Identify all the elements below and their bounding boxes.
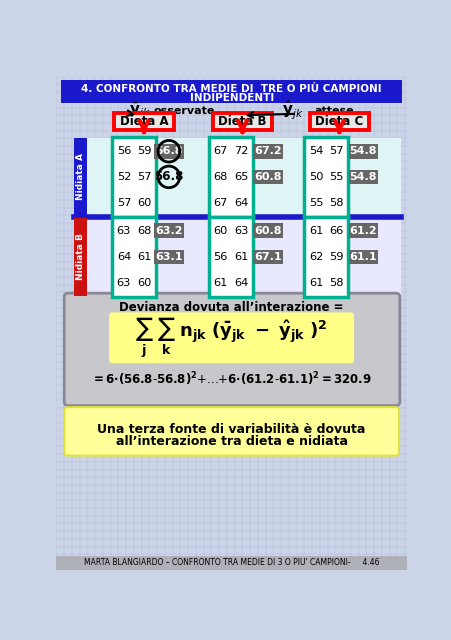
Text: 67: 67 <box>213 198 227 207</box>
FancyBboxPatch shape <box>253 250 282 264</box>
FancyBboxPatch shape <box>348 170 377 184</box>
FancyBboxPatch shape <box>253 223 282 238</box>
FancyBboxPatch shape <box>56 556 406 570</box>
Text: 64: 64 <box>116 252 131 262</box>
Text: Devianza dovuta all’interazione =: Devianza dovuta all’interazione = <box>119 301 343 314</box>
FancyBboxPatch shape <box>64 407 398 456</box>
Text: 59: 59 <box>328 252 343 262</box>
Text: $\mathbf{= 6{\cdot}(56.8\text{-}56.8)^2\text{+...+}6{\cdot}(61.2\text{-}61.1)^2 : $\mathbf{= 6{\cdot}(56.8\text{-}56.8)^2\… <box>91 371 371 388</box>
FancyBboxPatch shape <box>87 138 400 216</box>
Text: 63.2: 63.2 <box>155 226 182 236</box>
FancyBboxPatch shape <box>253 170 282 184</box>
Text: 63: 63 <box>116 278 131 288</box>
Text: 61.1: 61.1 <box>349 252 377 262</box>
Text: $\hat{\mathbf{y}}_{jk}$: $\hat{\mathbf{y}}_{jk}$ <box>281 99 303 122</box>
FancyBboxPatch shape <box>348 250 377 264</box>
Text: Dieta B: Dieta B <box>218 115 266 128</box>
FancyBboxPatch shape <box>304 216 348 298</box>
Text: 63: 63 <box>233 226 248 236</box>
Text: 65: 65 <box>233 172 248 182</box>
Text: 56: 56 <box>213 252 227 262</box>
Text: 67.2: 67.2 <box>254 146 281 156</box>
Text: 62: 62 <box>308 252 322 262</box>
Text: 56.8: 56.8 <box>154 170 183 184</box>
FancyBboxPatch shape <box>348 144 377 159</box>
FancyBboxPatch shape <box>64 293 399 406</box>
Text: 61: 61 <box>308 226 322 236</box>
Text: 61: 61 <box>308 278 322 288</box>
FancyBboxPatch shape <box>74 138 87 216</box>
FancyBboxPatch shape <box>87 218 400 296</box>
Text: $\mathbf{\sum_j\ \sum_k\ n_{jk}\ (\bar{y}_{jk}\ -\ \hat{y}_{jk}\ )^2}$: $\mathbf{\sum_j\ \sum_k\ n_{jk}\ (\bar{y… <box>135 316 327 360</box>
Text: 72: 72 <box>233 146 248 156</box>
FancyBboxPatch shape <box>112 137 156 216</box>
Text: INDIPENDENTI: INDIPENDENTI <box>189 93 273 103</box>
FancyBboxPatch shape <box>154 144 183 159</box>
Text: 50: 50 <box>308 172 322 182</box>
Text: 61: 61 <box>233 252 248 262</box>
Text: 54.8: 54.8 <box>349 172 376 182</box>
Text: Nidiata B: Nidiata B <box>76 234 85 280</box>
Text: 63.1: 63.1 <box>155 252 182 262</box>
Text: 54.8: 54.8 <box>349 146 376 156</box>
FancyBboxPatch shape <box>253 144 282 159</box>
Text: 4. CONFRONTO TRA MEDIE DI  TRE O PIÙ CAMPIONI: 4. CONFRONTO TRA MEDIE DI TRE O PIÙ CAMP… <box>81 84 381 94</box>
FancyBboxPatch shape <box>208 216 253 298</box>
Text: 61: 61 <box>213 278 227 288</box>
Text: 59: 59 <box>137 146 151 156</box>
Text: Una terza fonte di variabilità è dovuta: Una terza fonte di variabilità è dovuta <box>97 423 365 436</box>
Text: 67: 67 <box>213 146 227 156</box>
Text: 60.8: 60.8 <box>254 226 281 236</box>
Text: 56.8: 56.8 <box>155 146 182 156</box>
Text: 60: 60 <box>137 198 151 207</box>
Text: 58: 58 <box>328 278 343 288</box>
Text: 55: 55 <box>308 198 322 207</box>
Text: 61: 61 <box>137 252 151 262</box>
FancyBboxPatch shape <box>109 312 353 364</box>
Text: 68: 68 <box>213 172 227 182</box>
Text: all’interazione tra dieta e nidiata: all’interazione tra dieta e nidiata <box>115 435 347 447</box>
Text: 68: 68 <box>137 226 151 236</box>
FancyBboxPatch shape <box>154 250 183 264</box>
FancyBboxPatch shape <box>112 216 156 298</box>
Text: 60.8: 60.8 <box>254 172 281 182</box>
Text: MARTA BLANGIARDO – CONFRONTO TRA MEDIE DI 3 O PIU' CAMPIONI-     4.46: MARTA BLANGIARDO – CONFRONTO TRA MEDIE D… <box>84 558 378 567</box>
Text: 64: 64 <box>233 198 248 207</box>
FancyBboxPatch shape <box>304 137 348 216</box>
FancyBboxPatch shape <box>61 80 401 103</box>
Text: Dieta A: Dieta A <box>120 115 168 128</box>
FancyBboxPatch shape <box>74 218 87 296</box>
Text: 52: 52 <box>116 172 131 182</box>
FancyBboxPatch shape <box>348 223 377 238</box>
Text: attese: attese <box>313 106 353 116</box>
Text: 57: 57 <box>328 146 343 156</box>
FancyBboxPatch shape <box>114 113 174 131</box>
FancyBboxPatch shape <box>208 137 253 216</box>
Text: 67.1: 67.1 <box>254 252 281 262</box>
Text: 57: 57 <box>116 198 131 207</box>
Text: osservate: osservate <box>153 106 215 116</box>
Text: 60: 60 <box>213 226 227 236</box>
Text: Nidiata A: Nidiata A <box>76 154 85 200</box>
Text: Dieta C: Dieta C <box>314 115 363 128</box>
Text: 54: 54 <box>308 146 322 156</box>
Text: 56: 56 <box>116 146 131 156</box>
Text: 61.2: 61.2 <box>349 226 377 236</box>
Text: 66: 66 <box>328 226 343 236</box>
Text: 58: 58 <box>328 198 343 207</box>
Text: 55: 55 <box>328 172 343 182</box>
Text: 64: 64 <box>233 278 248 288</box>
FancyBboxPatch shape <box>154 223 183 238</box>
Text: $\bar{\mathbf{y}}_{jk}$: $\bar{\mathbf{y}}_{jk}$ <box>129 100 151 121</box>
Text: 60: 60 <box>137 278 151 288</box>
Text: 63: 63 <box>116 226 131 236</box>
FancyBboxPatch shape <box>212 113 272 131</box>
FancyBboxPatch shape <box>309 113 368 131</box>
Text: 57: 57 <box>137 172 151 182</box>
